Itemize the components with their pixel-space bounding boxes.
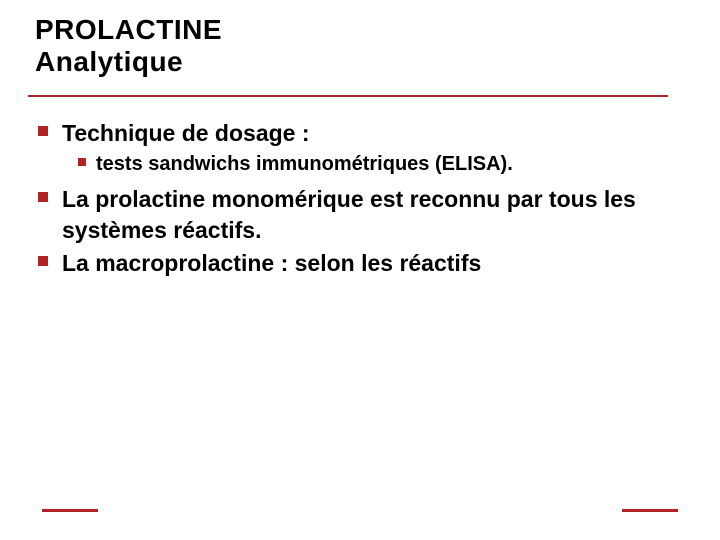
- bullet-text: Technique de dosage :: [62, 118, 310, 149]
- square-bullet-icon: [78, 158, 86, 166]
- bullet-item: La macroprolactine : selon les réactifs: [38, 248, 678, 279]
- title-line-1: PROLACTINE: [35, 14, 222, 46]
- square-bullet-icon: [38, 192, 48, 202]
- square-bullet-icon: [38, 256, 48, 266]
- title-line-2: Analytique: [35, 46, 222, 78]
- footer-accent-left: [42, 509, 98, 512]
- bullet-text: La macroprolactine : selon les réactifs: [62, 248, 481, 279]
- sub-bullet-item: tests sandwichs immunométriques (ELISA).: [78, 151, 678, 178]
- slide-title: PROLACTINE Analytique: [35, 14, 222, 78]
- slide: PROLACTINE Analytique Technique de dosag…: [0, 0, 720, 540]
- bullet-item: La prolactine monomérique est reconnu pa…: [38, 184, 678, 246]
- bullet-item: Technique de dosage :: [38, 118, 678, 149]
- content-area: Technique de dosage : tests sandwichs im…: [38, 118, 678, 281]
- sub-bullet-text: tests sandwichs immunométriques (ELISA).: [96, 151, 513, 178]
- footer-accent-right: [622, 509, 678, 512]
- sub-bullet-list: tests sandwichs immunométriques (ELISA).: [78, 151, 678, 178]
- square-bullet-icon: [38, 126, 48, 136]
- bullet-text: La prolactine monomérique est reconnu pa…: [62, 184, 678, 246]
- title-divider: [28, 95, 668, 97]
